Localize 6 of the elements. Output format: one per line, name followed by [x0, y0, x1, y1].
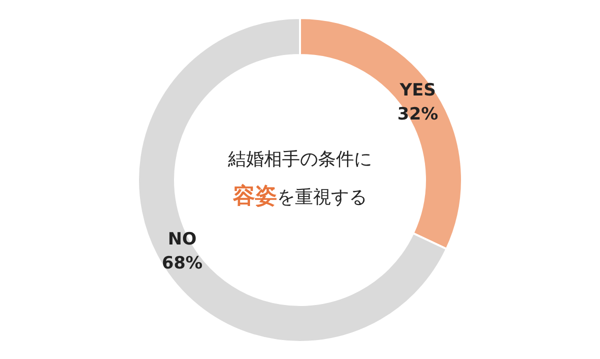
- text: 結婚相手の条件に: [227, 149, 372, 169]
- text: を重視する: [277, 187, 367, 207]
- data-label: 68%: [162, 254, 203, 274]
- text: 容姿: [232, 183, 277, 208]
- slice-label: YES: [398, 80, 436, 100]
- slice-label: NO: [168, 230, 197, 250]
